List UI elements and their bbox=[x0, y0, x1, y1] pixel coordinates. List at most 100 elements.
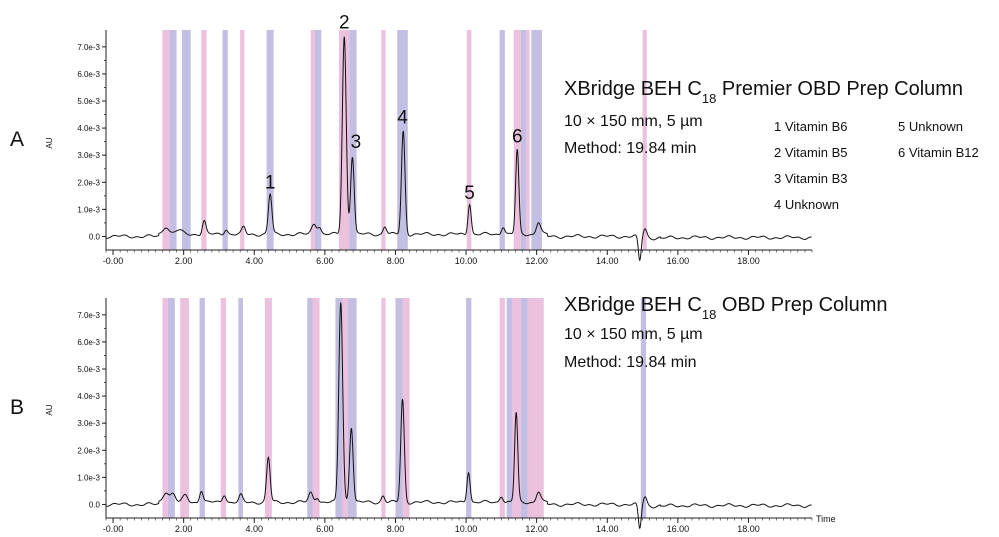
legend-item: 1 Vitamin B6 bbox=[774, 119, 847, 134]
y-tick-label: 4.0e-3 bbox=[77, 392, 100, 401]
fraction-band bbox=[520, 30, 527, 250]
y-tick-label: 6.0e-3 bbox=[77, 70, 100, 79]
peak-label-2: 2 bbox=[339, 13, 350, 34]
x-tick-label: 14.00 bbox=[596, 256, 619, 266]
x-tick-label: 8.00 bbox=[387, 524, 405, 534]
fraction-band bbox=[349, 30, 357, 250]
x-tick-label: -0.00 bbox=[103, 524, 124, 534]
fraction-band bbox=[499, 298, 505, 518]
fraction-band bbox=[238, 298, 243, 518]
peak-label-6: 6 bbox=[512, 126, 523, 147]
fraction-band bbox=[642, 30, 647, 250]
fraction-band bbox=[520, 298, 528, 518]
fraction-band bbox=[531, 30, 542, 250]
fraction-band bbox=[466, 298, 472, 518]
y-tick-label: 1.0e-3 bbox=[77, 473, 100, 482]
chromatogram-trace bbox=[105, 36, 812, 262]
fraction-band bbox=[381, 30, 386, 250]
fraction-band bbox=[180, 298, 189, 518]
fraction-band bbox=[511, 298, 521, 518]
y-tick-label: 0.0 bbox=[89, 232, 101, 241]
fraction-band bbox=[222, 30, 228, 250]
x-tick-label: 10.00 bbox=[455, 256, 478, 266]
fraction-band bbox=[312, 298, 320, 518]
x-tick-label: 18.00 bbox=[737, 256, 760, 266]
x-tick-label: 2.00 bbox=[175, 256, 193, 266]
fraction-band bbox=[169, 30, 177, 250]
fraction-band bbox=[342, 298, 348, 518]
x-tick-label: 16.00 bbox=[667, 256, 690, 266]
fraction-band bbox=[506, 298, 512, 518]
x-tick-label: 14.00 bbox=[596, 524, 619, 534]
legend-item: 5 Unknown bbox=[898, 119, 963, 134]
column-title: XBridge BEH C18 OBD Prep Column bbox=[564, 294, 887, 322]
fraction-band bbox=[220, 298, 227, 518]
fraction-band bbox=[395, 298, 403, 518]
y-tick-label: 4.0e-3 bbox=[77, 124, 100, 133]
panel-letter: A bbox=[10, 128, 24, 151]
x-tick-label: 16.00 bbox=[667, 524, 690, 534]
peak-label-1: 1 bbox=[265, 172, 276, 193]
x-tick-label: 2.00 bbox=[175, 524, 193, 534]
fraction-band bbox=[381, 298, 386, 518]
y-tick-label: 6.0e-3 bbox=[77, 338, 100, 347]
x-tick-label: -0.00 bbox=[103, 256, 124, 266]
y-tick-label: 5.0e-3 bbox=[77, 365, 100, 374]
column-dimensions: 10 × 150 mm, 5 µm bbox=[564, 326, 703, 343]
y-tick-label: 1.0e-3 bbox=[77, 205, 100, 214]
x-tick-label: 8.00 bbox=[387, 256, 405, 266]
x-axis-label: Time bbox=[816, 514, 836, 524]
x-tick-label: 6.00 bbox=[316, 256, 334, 266]
fraction-band bbox=[201, 30, 207, 250]
y-tick-label: 2.0e-3 bbox=[77, 178, 100, 187]
x-tick-label: 18.00 bbox=[737, 524, 760, 534]
fraction-band bbox=[402, 298, 410, 518]
legend-item: 2 Vitamin B5 bbox=[774, 145, 847, 160]
y-tick-label: 3.0e-3 bbox=[77, 151, 100, 160]
y-tick-label: 7.0e-3 bbox=[77, 43, 100, 52]
column-dimensions: 10 × 150 mm, 5 µm bbox=[564, 113, 703, 130]
fraction-band bbox=[314, 30, 322, 250]
x-tick-label: 10.00 bbox=[455, 524, 478, 534]
legend-item: 4 Unknown bbox=[774, 197, 839, 212]
x-tick-label: 4.00 bbox=[245, 524, 263, 534]
x-tick-label: 6.00 bbox=[316, 524, 334, 534]
y-tick-label: 0.0 bbox=[89, 500, 101, 509]
fraction-band bbox=[526, 30, 530, 250]
chart-panel-a: 0.0 1.0e-3 2.0e-3 3.0e-3 4.0e-3 5.0e-3 6.0e-3 7… bbox=[10, 13, 979, 266]
fraction-band bbox=[640, 298, 647, 518]
y-tick-label: 5.0e-3 bbox=[77, 97, 100, 106]
y-axis-label: AU bbox=[45, 404, 54, 415]
method-duration: Method: 19.84 min bbox=[564, 140, 697, 157]
fraction-band bbox=[466, 30, 472, 250]
fraction-band bbox=[167, 298, 175, 518]
fraction-bands bbox=[162, 298, 647, 518]
x-tick-label: 4.00 bbox=[245, 256, 263, 266]
x-tick-label: 12.00 bbox=[525, 524, 548, 534]
fraction-band bbox=[162, 30, 170, 250]
panel-letter: B bbox=[10, 396, 24, 419]
y-axis-label: AU bbox=[45, 137, 54, 148]
fraction-band bbox=[527, 298, 535, 518]
y-tick-label: 3.0e-3 bbox=[77, 419, 100, 428]
fraction-band bbox=[266, 30, 274, 250]
peak-label-4: 4 bbox=[397, 107, 408, 128]
chart-panel-b: 0.0 1.0e-3 2.0e-3 3.0e-3 4.0e-3 5.0e-3 6.0e-3 7… bbox=[10, 294, 887, 534]
legend-item: 6 Vitamin B12 bbox=[898, 145, 979, 160]
fraction-band bbox=[199, 298, 205, 518]
legend-item: 3 Vitamin B3 bbox=[774, 171, 847, 186]
chromatogram-trace bbox=[105, 302, 812, 530]
fraction-band bbox=[181, 30, 191, 250]
y-tick-label: 2.0e-3 bbox=[77, 446, 100, 455]
fraction-band bbox=[534, 298, 544, 518]
method-duration: Method: 19.84 min bbox=[564, 354, 697, 371]
fraction-band bbox=[513, 30, 521, 250]
fraction-band bbox=[264, 298, 272, 518]
fraction-band bbox=[310, 30, 315, 250]
column-title: XBridge BEH C18 Premier OBD Prep Column bbox=[564, 78, 963, 106]
fraction-band bbox=[162, 298, 168, 518]
x-tick-label: 12.00 bbox=[525, 256, 548, 266]
fraction-band bbox=[499, 30, 505, 250]
peak-label-5: 5 bbox=[464, 183, 475, 204]
